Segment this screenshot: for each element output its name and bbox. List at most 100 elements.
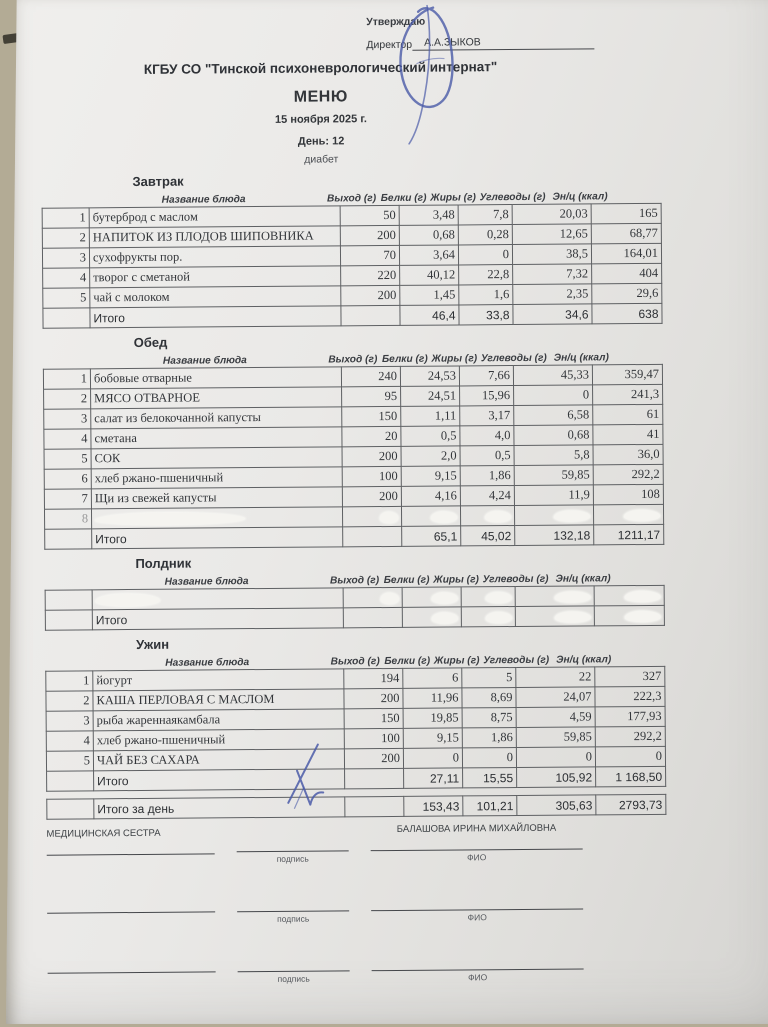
document-content: Утверждаю Директор А.А.ЗЫКОВ КГБУ СО "Ти… [6, 0, 768, 1024]
dish-number: 3 [42, 247, 90, 269]
correction-fluid-blob [431, 612, 458, 624]
meal-total-row: Итого [45, 605, 665, 631]
column-header: Углеводы (г) [483, 654, 550, 667]
meal-total-row: Итого 46,4 33,8 34,6 638 [42, 303, 663, 329]
dish-carbs: 7,32 [512, 263, 592, 285]
dish-name: МЯСО ОТВАРНОЕ [90, 386, 342, 409]
meal-section: Полдник Название блюда Выход (г) Белки (г) Ж… [10, 551, 768, 631]
column-header: Белки (г) [384, 655, 431, 668]
dish-out: 70 [340, 245, 400, 266]
dish-fat: 1,86 [460, 465, 515, 486]
column-header: Углеводы (г) [480, 352, 547, 365]
dish-name: Щи из свежей капусты [91, 486, 343, 509]
dish-number: 1 [42, 207, 90, 229]
fio-caption: ФИО [468, 972, 488, 983]
signature-row: подпись ФИО [47, 942, 647, 986]
total-out-cell [340, 305, 401, 326]
dish-name: хлеб ржано-пшеничный [91, 466, 343, 489]
dish-energy [594, 585, 665, 606]
dish-protein [402, 586, 462, 608]
dish-number: 3 [46, 710, 94, 732]
total-number-cell [44, 528, 92, 550]
nurse-title-cell: МЕДИЦИНСКАЯ СЕСТРА [46, 825, 215, 865]
dish-out: 150 [341, 406, 401, 427]
meal-total-label: Итого [93, 768, 345, 791]
dish-protein: 0,68 [399, 224, 459, 246]
dish-carbs [514, 504, 594, 526]
column-header: Название блюда [165, 657, 250, 669]
dish-number: 2 [43, 388, 91, 410]
meal-total-label: Итого [89, 305, 342, 328]
dish-fat: 7,8 [458, 204, 513, 225]
total-number-cell [45, 609, 93, 631]
dish-protein: 6 [402, 667, 462, 689]
organization-title: КГБУ СО "Тинской психоневрологический ин… [143, 59, 498, 77]
dish-fat: 3,17 [459, 405, 514, 426]
dish-out: 200 [344, 748, 404, 769]
dish-fat: 4,24 [460, 485, 515, 506]
column-header: Выход (г) [329, 575, 380, 587]
dish-energy: 327 [594, 666, 665, 687]
dish-energy: 61 [592, 404, 663, 425]
dish-number: 7 [44, 488, 92, 510]
signature-row: МЕДИЦИНСКАЯ СЕСТРА подпись БАЛАШОВА ИРИН… [46, 822, 646, 866]
dish-name: КАША ПЕРЛОВАЯ С МАСЛОМ [92, 688, 345, 711]
menu-date: 15 ноября 2025 г. [274, 113, 367, 126]
dish-fat: 1,86 [462, 727, 517, 748]
dish-carbs: 59,85 [516, 726, 596, 748]
dish-carbs: 12,65 [512, 223, 592, 245]
column-header: Выход (г) [330, 656, 380, 668]
meal-section: Завтрак Название блюда Выход (г) Белки (г) Ж… [7, 169, 768, 329]
day-total-protein: 153,43 [403, 795, 463, 817]
dish-name [91, 506, 343, 529]
dish-fat [460, 505, 515, 526]
signature-line [237, 896, 350, 913]
dish-protein: 0,5 [400, 425, 461, 447]
dish-energy: 0 [595, 746, 666, 767]
column-header: Выход (г) [326, 193, 377, 205]
director-name: А.А.ЗЫКОВ [412, 35, 595, 51]
total-number-cell [46, 770, 94, 792]
dish-protein: 1,11 [400, 405, 460, 427]
meal-table: Итого [45, 585, 665, 631]
dish-carbs: 38,5 [512, 243, 592, 265]
dish-fat: 0,5 [460, 445, 515, 466]
dish-number: 5 [42, 287, 90, 309]
director-line: Директор А.А.ЗЫКОВ [366, 35, 595, 51]
dish-protein: 9,15 [403, 727, 463, 749]
dish-name: СОК [91, 446, 343, 469]
dish-protein: 11,96 [402, 687, 463, 709]
dish-name: творог с сметаной [89, 265, 341, 288]
column-header: Название блюда [161, 194, 246, 206]
meal-table: 1 йогурт 194 6 5 22 327 2 КАША ПЕРЛОВАЯ С МАСЛОМ… [45, 666, 666, 792]
dish-protein: 0 [403, 747, 463, 769]
menu-document-paper: Утверждаю Директор А.А.ЗЫКОВ КГБУ СО "Ти… [6, 0, 768, 1024]
dish-fat: 22,8 [458, 264, 513, 285]
dish-protein: 24,51 [400, 385, 460, 407]
dish-fat: 15,96 [459, 385, 514, 406]
dish-energy: 292,2 [595, 726, 666, 747]
dish-out: 240 [341, 366, 401, 387]
meal-section: Ужин Название блюда Выход (г) Белки (г) Жиры… [11, 632, 768, 792]
dish-name: йогурт [92, 668, 344, 691]
dish-carbs: 45,33 [513, 364, 593, 386]
dish-number: 8 [44, 508, 92, 530]
fio-line [371, 954, 584, 972]
dish-name: сметана [90, 426, 343, 449]
dish-out: 50 [340, 205, 400, 226]
dish-number: 4 [42, 267, 90, 289]
dish-fat: 1,6 [458, 284, 513, 305]
correction-fluid-blob [554, 510, 591, 522]
signature-line [236, 836, 349, 853]
meal-title: Обед [133, 334, 168, 350]
total-carbs: 34,6 [512, 303, 593, 325]
dish-energy: 177,93 [595, 706, 666, 727]
correction-fluid-blob [554, 591, 591, 603]
dish-protein: 1,45 [399, 284, 459, 306]
dish-name: хлеб ржано-пшеничный [93, 728, 345, 751]
menu-day-number: День: 12 [297, 135, 345, 148]
dish-protein: 40,12 [399, 264, 459, 286]
dish-out: 150 [344, 708, 404, 729]
total-protein: 27,11 [403, 767, 463, 789]
